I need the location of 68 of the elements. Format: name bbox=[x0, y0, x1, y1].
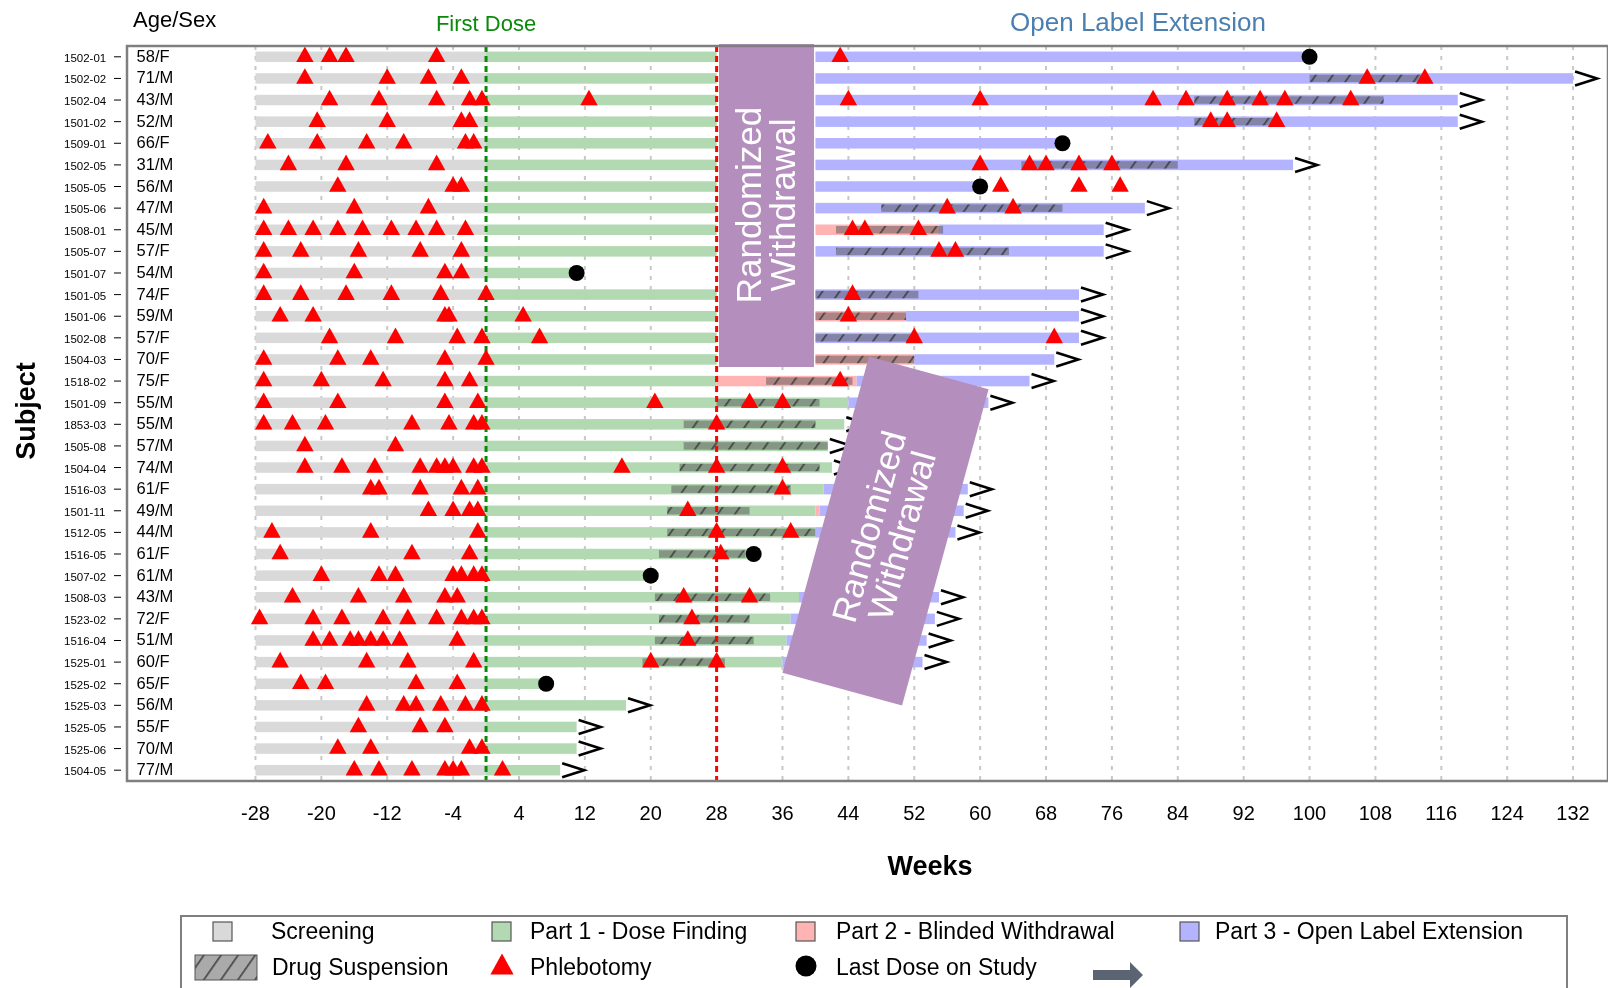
legend-label: Part 2 - Blinded Withdrawal bbox=[836, 918, 1115, 944]
x-tick-label: 116 bbox=[1425, 802, 1458, 824]
x-axis-title: Weeks bbox=[887, 851, 973, 881]
legend-label: Screening bbox=[271, 918, 375, 944]
x-tick-label: 68 bbox=[1034, 802, 1058, 824]
category-label: 1853-03 55/M bbox=[64, 414, 174, 433]
category-label: 1508-01 45/M bbox=[64, 219, 174, 238]
category-label: 1525-01 60/F bbox=[64, 652, 170, 671]
category-label: 1505-05 56/M bbox=[64, 176, 174, 195]
category-label: 1502-02 71/M bbox=[64, 68, 174, 87]
text: Age/Sex bbox=[133, 7, 217, 32]
legend-label: Part 3 - Open Label Extension bbox=[1215, 918, 1524, 944]
x-tick-label: 92 bbox=[1232, 802, 1255, 824]
legend-label: Phlebotomy bbox=[530, 954, 652, 980]
category-label: 1504-05 77/M bbox=[64, 760, 174, 779]
category-label: 1525-02 65/F bbox=[64, 673, 170, 692]
x-tick-label: -20 bbox=[306, 802, 336, 824]
x-tick-label: 28 bbox=[705, 802, 728, 824]
x-tick-label: -12 bbox=[372, 802, 402, 824]
category-label: 1501-11 49/M bbox=[64, 500, 174, 519]
x-tick-label: 4 bbox=[513, 802, 525, 824]
x-tick-label: 36 bbox=[771, 802, 794, 824]
category-label: 1525-03 56/M bbox=[64, 695, 174, 714]
legend-label: Last Dose on Study bbox=[836, 954, 1038, 980]
category-label: 1518-02 75/F bbox=[64, 371, 170, 390]
category-label: 1523-02 72/F bbox=[64, 608, 170, 627]
category-label: 1505-07 57/F bbox=[64, 241, 170, 260]
y-axis-title: Subject bbox=[11, 362, 41, 460]
category-label: 1501-02 52/M bbox=[64, 111, 174, 130]
category-label: 1502-05 31/M bbox=[64, 154, 174, 173]
category-label: 1516-05 61/F bbox=[64, 544, 170, 563]
x-tick-label: 60 bbox=[969, 802, 992, 824]
category-label: 1501-09 55/M bbox=[64, 392, 174, 411]
category-label: 1504-03 70/F bbox=[64, 349, 170, 368]
x-tick-label: 52 bbox=[903, 802, 926, 824]
legend-label: Drug Suspension bbox=[272, 954, 449, 980]
x-tick-label: 100 bbox=[1292, 802, 1327, 824]
annotation: Randomized Withdrawal bbox=[729, 106, 802, 304]
category-label: 1516-04 51/M bbox=[64, 630, 174, 649]
x-tick-label: 124 bbox=[1490, 802, 1524, 824]
category-label: 1516-03 61/F bbox=[64, 479, 170, 498]
category-label: 1508-03 43/M bbox=[64, 587, 174, 606]
text: Open Label Extension bbox=[1010, 7, 1266, 37]
legend-label: Part 1 - Dose Finding bbox=[530, 918, 748, 944]
category-label: 1505-08 57/M bbox=[64, 435, 174, 454]
category-label: 1502-01 58/F bbox=[64, 46, 170, 65]
category-label: 1512-05 44/M bbox=[64, 522, 174, 541]
category-label: 1504-04 74/M bbox=[64, 457, 174, 476]
category-label: 1501-05 74/F bbox=[64, 284, 170, 303]
ref-line-label: First Dose bbox=[435, 11, 537, 36]
x-tick-label: 20 bbox=[639, 802, 662, 824]
category-label: 1509-01 66/F bbox=[64, 133, 170, 152]
x-tick-label: -28 bbox=[241, 802, 270, 824]
category-label: 1501-06 59/M bbox=[64, 306, 174, 325]
x-tick-label: -4 bbox=[444, 802, 462, 824]
category-label: 1505-06 47/M bbox=[64, 198, 174, 217]
x-tick-label: 12 bbox=[573, 802, 596, 824]
category-label: 1502-04 43/M bbox=[64, 90, 174, 109]
x-tick-label: 132 bbox=[1556, 802, 1590, 824]
category-label: 1502-08 57/F bbox=[64, 327, 170, 346]
x-tick-label: 76 bbox=[1100, 802, 1124, 824]
category-label: 1501-07 54/M bbox=[64, 262, 174, 281]
x-tick-label: 44 bbox=[837, 802, 860, 824]
x-tick-label: 84 bbox=[1166, 802, 1189, 824]
category-label: 1525-05 55/F bbox=[64, 716, 170, 735]
category-label: 1507-02 61/M bbox=[64, 565, 174, 584]
category-label: 1525-06 70/M bbox=[64, 738, 174, 757]
x-tick-label: 108 bbox=[1358, 802, 1393, 824]
